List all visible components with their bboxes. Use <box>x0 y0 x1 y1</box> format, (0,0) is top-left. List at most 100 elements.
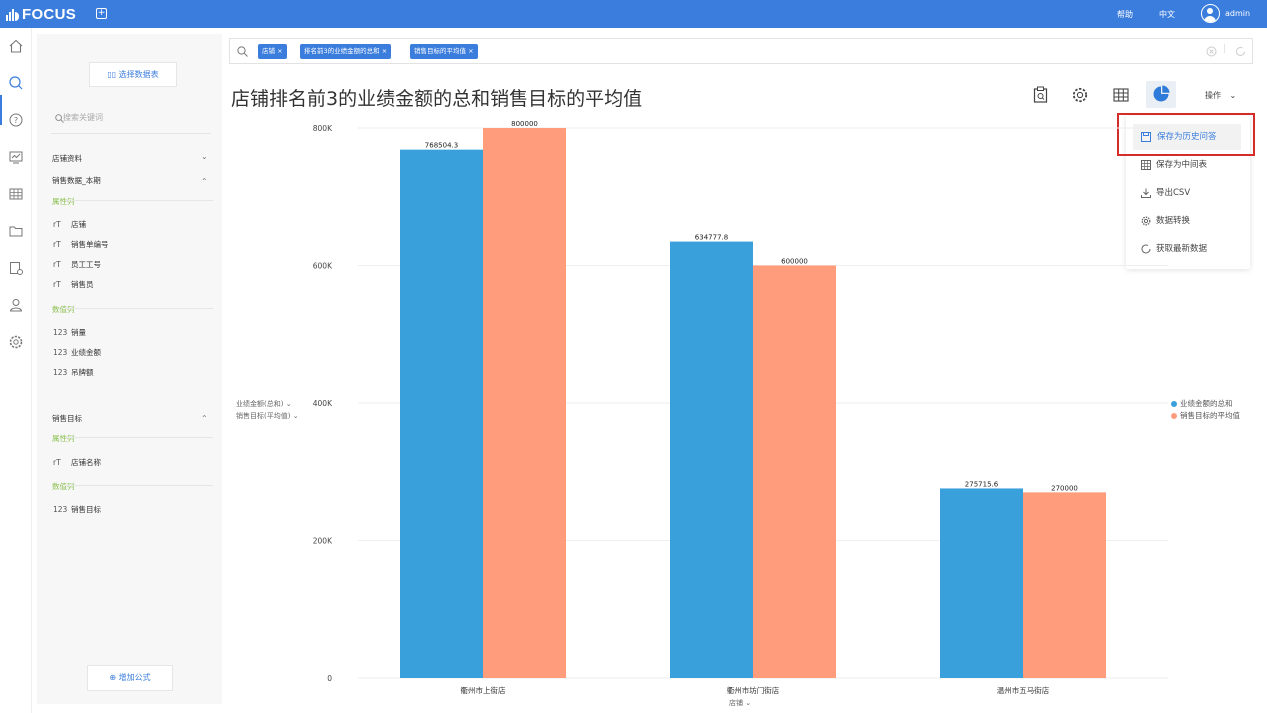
data-label: 768504.3 <box>425 142 458 150</box>
bar <box>483 128 566 678</box>
y-tick-label: 600K <box>313 262 333 271</box>
help-icon[interactable]: ? <box>8 112 24 128</box>
help-link[interactable]: 帮助 <box>1117 10 1133 19</box>
legend-swatch <box>1171 413 1177 419</box>
table-sales-target[interactable]: 销售目标 <box>52 414 82 423</box>
refresh-icon[interactable] <box>1235 46 1246 57</box>
data-settings-icon[interactable] <box>8 260 24 276</box>
text-type-icon: rT <box>53 240 61 249</box>
divider <box>65 437 213 438</box>
add-formula-label: 增加公式 <box>118 673 151 682</box>
home-icon[interactable] <box>8 38 24 54</box>
x-axis-dimension[interactable]: 店铺 ⌄ <box>729 699 752 707</box>
menu-label: 获取最新数据 <box>1156 244 1208 254</box>
table-icon[interactable] <box>1112 86 1130 104</box>
legend-item[interactable]: 业绩金额的总和 <box>1171 398 1233 409</box>
folder-icon[interactable] <box>8 223 24 239</box>
menu-label: 数据转换 <box>1156 216 1191 226</box>
menu-data-transform[interactable]: 数据转换 <box>1126 208 1250 234</box>
menu-fetch-latest[interactable]: 获取最新数据 <box>1126 236 1250 262</box>
field-item[interactable]: 123 销售目标 <box>53 504 101 515</box>
clear-icon[interactable] <box>1206 46 1217 57</box>
menu-export-csv[interactable]: 导出CSV <box>1126 180 1250 206</box>
divider <box>65 200 213 201</box>
y-tick-label: 800K <box>313 124 333 133</box>
field-label: 店铺名称 <box>71 458 101 467</box>
menu-label: 保存为历史问答 <box>1157 132 1217 142</box>
legend-item[interactable]: 销售目标的平均值 <box>1171 410 1240 421</box>
field-item[interactable]: 123 业绩金额 <box>53 347 101 358</box>
gear-icon <box>1141 216 1151 226</box>
text-type-icon: rT <box>53 260 61 269</box>
x-axis-label: 店铺 <box>729 699 743 707</box>
y-axis-measure-1[interactable]: 业绩金额(总和) ⌄ <box>236 400 292 408</box>
field-item[interactable]: 123 吊牌额 <box>53 367 94 378</box>
query-chip-sum[interactable]: 排名前3的业绩金额的总和 × <box>300 44 392 59</box>
new-tab-icon[interactable]: + <box>96 8 107 19</box>
field-item[interactable]: rT 销售员 <box>53 279 94 290</box>
chart-type-button[interactable] <box>1146 81 1176 108</box>
select-data-button[interactable]: ▯▯ 选择数据表 <box>89 62 177 87</box>
chevron-down-icon[interactable]: ⌄ <box>201 152 208 161</box>
focus-logo[interactable]: FOCUS <box>6 5 76 23</box>
bar <box>400 149 483 678</box>
report-icon[interactable] <box>1032 86 1049 104</box>
num-col-heading: 数值列 <box>52 482 75 491</box>
user-icon[interactable] <box>8 297 24 313</box>
operation-dropdown[interactable]: 操作 ⌄ <box>1205 90 1236 101</box>
query-input[interactable]: 店铺 × 排名前3的业绩金额的总和 × 销售目标的平均值 × | <box>229 38 1253 64</box>
x-tick-label: 温州市五马街店 <box>997 685 1050 695</box>
add-formula-button[interactable]: ⊕ 增加公式 <box>87 665 173 691</box>
query-chip-avg[interactable]: 销售目标的平均值 × <box>410 44 478 59</box>
text-type-icon: rT <box>53 280 61 289</box>
y-axis-label: 销售目标(平均值) <box>236 412 291 420</box>
data-label: 600000 <box>781 258 808 266</box>
search-icon[interactable] <box>8 75 24 91</box>
rail-selection-indicator <box>0 95 2 125</box>
y-tick-label: 0 <box>327 674 332 683</box>
number-type-icon: 123 <box>53 328 68 337</box>
chip-close-icon[interactable]: × <box>277 47 283 55</box>
highlight-box <box>1117 113 1255 156</box>
data-panel: ▯▯ 选择数据表 搜索关键词 店铺资料 ⌄ 销售数据_本期 ⌃ 属性列 rT 店铺… <box>37 34 222 704</box>
field-item[interactable]: 123 销量 <box>53 327 86 338</box>
chevron-up-icon[interactable]: ⌃ <box>201 177 208 186</box>
field-item[interactable]: rT 员工工号 <box>53 259 101 270</box>
x-tick-label: 衢州市坊门街店 <box>727 685 780 695</box>
query-chip-store[interactable]: 店铺 × <box>258 44 287 59</box>
logo-mark-icon <box>6 8 19 21</box>
field-item[interactable]: rT 店铺 <box>53 219 86 230</box>
attr-col-heading: 属性列 <box>52 197 75 206</box>
chip-close-icon[interactable]: × <box>468 47 474 55</box>
bar <box>753 265 836 678</box>
x-tick-label: 衢州市上街店 <box>461 685 506 695</box>
chip-label: 排名前3的业绩金额的总和 <box>304 47 380 55</box>
y-tick-label: 400K <box>313 399 333 408</box>
username[interactable]: admin <box>1225 9 1251 18</box>
field-label: 销量 <box>71 328 86 337</box>
separator: | <box>1223 44 1227 54</box>
field-item[interactable]: rT 店铺名称 <box>53 457 101 468</box>
chevron-up-icon[interactable]: ⌃ <box>201 414 208 423</box>
number-type-icon: 123 <box>53 505 68 514</box>
keyword-search-input[interactable]: 搜索关键词 <box>51 110 211 134</box>
bar <box>940 488 1023 678</box>
field-item[interactable]: rT 销售单编号 <box>53 239 109 250</box>
chip-label: 店铺 <box>262 47 275 55</box>
table-icon[interactable] <box>8 186 24 202</box>
dashboard-icon[interactable] <box>8 149 24 165</box>
settings-icon[interactable] <box>1071 86 1089 104</box>
number-type-icon: 123 <box>53 348 68 357</box>
settings-icon[interactable] <box>8 334 24 350</box>
language-switch[interactable]: 中文 <box>1159 10 1175 19</box>
menu-label: 保存为中间表 <box>1156 160 1208 170</box>
legend-label: 销售目标的平均值 <box>1180 411 1240 420</box>
table-store-info[interactable]: 店铺资料 <box>52 154 82 163</box>
table-sales-current[interactable]: 销售数据_本期 <box>52 176 101 185</box>
svg-text:?: ? <box>14 116 18 125</box>
avatar[interactable] <box>1201 4 1220 23</box>
chip-close-icon[interactable]: × <box>381 47 388 55</box>
field-label: 销售员 <box>71 280 94 289</box>
menu-save-intermediate[interactable]: 保存为中间表 <box>1126 152 1250 178</box>
y-axis-measure-2[interactable]: 销售目标(平均值) ⌄ <box>236 412 299 420</box>
